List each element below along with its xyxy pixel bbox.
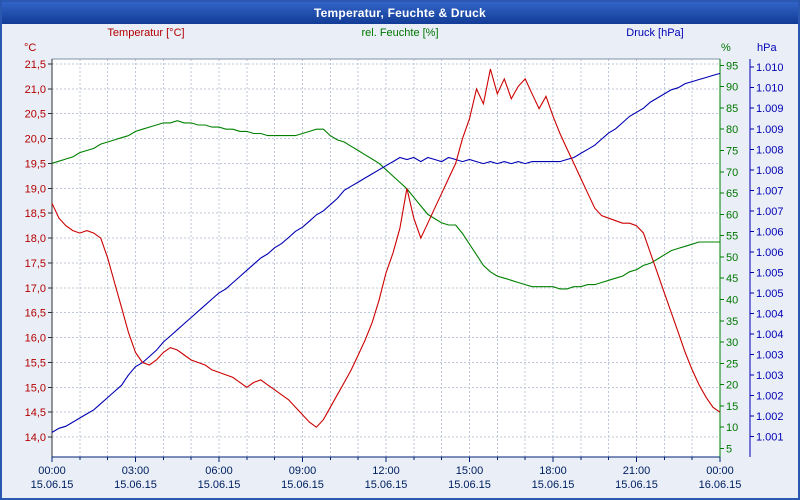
svg-text:17,5: 17,5 xyxy=(25,258,46,270)
svg-text:15.06.15: 15.06.15 xyxy=(281,479,324,491)
humidity-unit-label: % xyxy=(721,42,731,54)
svg-text:15.06.15: 15.06.15 xyxy=(114,479,157,491)
svg-text:12:00: 12:00 xyxy=(372,465,400,477)
svg-text:21:00: 21:00 xyxy=(623,465,651,477)
svg-text:15.06.15: 15.06.15 xyxy=(31,479,74,491)
svg-text:75: 75 xyxy=(726,146,738,158)
svg-text:06:00: 06:00 xyxy=(205,465,233,477)
svg-text:65: 65 xyxy=(726,188,738,200)
pressure-unit-label: hPa xyxy=(757,42,777,54)
svg-text:15.06.15: 15.06.15 xyxy=(448,479,491,491)
svg-text:95: 95 xyxy=(726,60,738,72)
svg-text:60: 60 xyxy=(726,209,738,221)
title-bar: Temperatur, Feuchte & Druck xyxy=(2,2,798,24)
svg-text:1.004: 1.004 xyxy=(756,308,784,320)
svg-text:1.004: 1.004 xyxy=(756,329,784,341)
svg-text:1.008: 1.008 xyxy=(756,144,784,156)
svg-text:25: 25 xyxy=(726,358,738,370)
svg-text:17,0: 17,0 xyxy=(25,283,46,295)
svg-text:1.006: 1.006 xyxy=(756,247,784,259)
svg-text:90: 90 xyxy=(726,82,738,94)
svg-text:16,5: 16,5 xyxy=(25,308,46,320)
svg-text:16,0: 16,0 xyxy=(25,333,46,345)
svg-text:1.010: 1.010 xyxy=(756,62,784,74)
svg-text:1.008: 1.008 xyxy=(756,165,784,177)
svg-text:85: 85 xyxy=(726,103,738,115)
svg-text:00:00: 00:00 xyxy=(38,465,66,477)
svg-text:19,5: 19,5 xyxy=(25,158,46,170)
svg-text:21,5: 21,5 xyxy=(25,59,46,71)
window-title: Temperatur, Feuchte & Druck xyxy=(314,6,486,20)
svg-text:30: 30 xyxy=(726,337,738,349)
svg-text:35: 35 xyxy=(726,316,738,328)
svg-text:1.007: 1.007 xyxy=(756,185,784,197)
svg-text:20,5: 20,5 xyxy=(25,109,46,121)
svg-text:00:00: 00:00 xyxy=(706,465,734,477)
svg-text:15,0: 15,0 xyxy=(25,382,46,394)
svg-text:15.06.15: 15.06.15 xyxy=(615,479,658,491)
svg-text:15.06.15: 15.06.15 xyxy=(198,479,241,491)
svg-text:40: 40 xyxy=(726,295,738,307)
svg-text:1.006: 1.006 xyxy=(756,226,784,238)
svg-text:1.003: 1.003 xyxy=(756,349,784,361)
svg-text:19,0: 19,0 xyxy=(25,183,46,195)
svg-text:18,0: 18,0 xyxy=(25,233,46,245)
svg-text:1.002: 1.002 xyxy=(756,411,784,423)
svg-text:15,5: 15,5 xyxy=(25,357,46,369)
svg-text:1.007: 1.007 xyxy=(756,206,784,218)
svg-text:70: 70 xyxy=(726,167,738,179)
svg-text:10: 10 xyxy=(726,422,738,434)
svg-text:15.06.15: 15.06.15 xyxy=(532,479,575,491)
svg-text:45: 45 xyxy=(726,273,738,285)
temperature-unit-label: °C xyxy=(24,42,37,54)
svg-text:1.005: 1.005 xyxy=(756,288,784,300)
svg-text:21,0: 21,0 xyxy=(25,84,46,96)
chart-plot: 21,5 21,0 20,5 20,0 19,5 19,0 18,5 18,0 17,5 17,0… xyxy=(25,58,784,491)
svg-text:09:00: 09:00 xyxy=(289,465,317,477)
svg-text:80: 80 xyxy=(726,124,738,136)
pressure-series-label: Druck [hPa] xyxy=(626,27,684,39)
svg-text:15.06.15: 15.06.15 xyxy=(365,479,408,491)
svg-text:1.002: 1.002 xyxy=(756,390,784,402)
svg-text:18:00: 18:00 xyxy=(539,465,567,477)
svg-text:1.005: 1.005 xyxy=(756,267,784,279)
svg-text:15:00: 15:00 xyxy=(456,465,484,477)
humidity-series-label: rel. Feuchte [%] xyxy=(361,27,439,39)
svg-text:14,0: 14,0 xyxy=(25,432,46,444)
svg-text:03:00: 03:00 xyxy=(122,465,150,477)
svg-text:20: 20 xyxy=(726,380,738,392)
svg-text:1.009: 1.009 xyxy=(756,124,784,136)
svg-text:1.001: 1.001 xyxy=(756,431,784,443)
svg-text:14,5: 14,5 xyxy=(25,407,46,419)
svg-text:15: 15 xyxy=(726,401,738,413)
svg-text:50: 50 xyxy=(726,252,738,264)
svg-text:1.003: 1.003 xyxy=(756,370,784,382)
temperature-series-label: Temperatur [°C] xyxy=(107,27,185,39)
svg-text:1.010: 1.010 xyxy=(756,83,784,95)
svg-text:55: 55 xyxy=(726,231,738,243)
svg-text:20,0: 20,0 xyxy=(25,134,46,146)
svg-text:1.009: 1.009 xyxy=(756,103,784,115)
svg-text:16.06.15: 16.06.15 xyxy=(699,479,742,491)
svg-text:18,5: 18,5 xyxy=(25,208,46,220)
svg-text:5: 5 xyxy=(726,443,732,455)
